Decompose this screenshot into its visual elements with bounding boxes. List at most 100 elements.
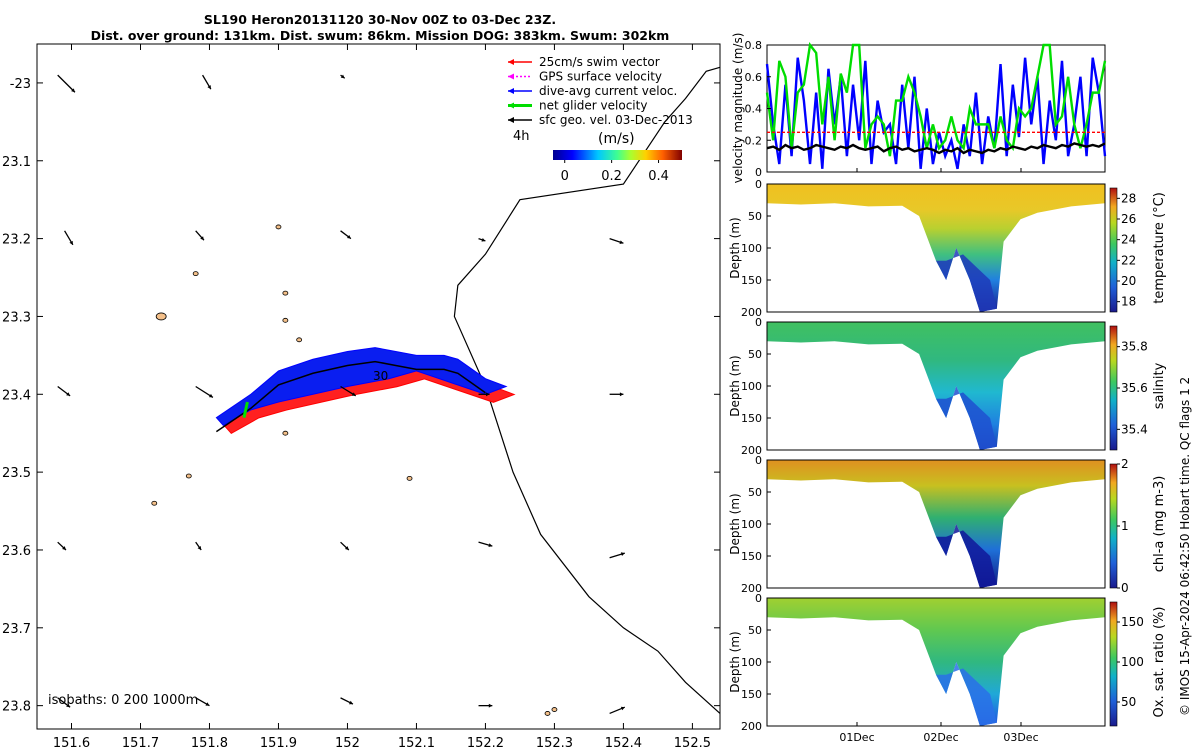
colorbar-title: (m/s) <box>598 131 635 147</box>
reef-outline <box>296 337 303 343</box>
velocity-arrowhead <box>620 552 625 556</box>
colorbar-tick-label: 0.2 <box>601 169 622 184</box>
legend-arrowhead <box>508 102 514 109</box>
section-panel: 0 50 100 150 200 Depth (m) 35.8 35.6 35.4 salinit… <box>728 316 1167 457</box>
section-colorbar <box>1109 187 1118 313</box>
velocity-arrowhead <box>69 240 73 245</box>
map-xtick-label: 152.2 <box>467 736 504 750</box>
isobath-1000m-line <box>453 66 721 714</box>
figure-title-line-2: Dist. over ground: 131km. Dist. swum: 86… <box>90 28 670 43</box>
colorbar-tick-label: 0 <box>561 169 569 184</box>
legend-arrowhead <box>508 59 514 65</box>
section-ytick-label: 200 <box>741 444 762 457</box>
section-colorbar-tick-label: 35.4 <box>1121 422 1148 436</box>
reef-outline <box>406 475 413 481</box>
legend-entry: dive-avg current veloc. <box>539 84 677 98</box>
reef-outline <box>551 707 558 712</box>
section-deep-dive <box>936 386 997 450</box>
reef-outline <box>544 711 551 716</box>
section-deep-dive <box>936 662 997 726</box>
section-xtick-label: 02Dec <box>923 731 958 744</box>
legend-arrowhead <box>508 88 514 94</box>
section-colorbar-tick-label: 28 <box>1121 191 1136 205</box>
scale-label: 4h <box>513 129 530 144</box>
section-ytick-label: 150 <box>741 550 762 563</box>
velocity-arrowhead <box>488 543 493 547</box>
velocity-arrowhead <box>208 393 213 398</box>
section-ylabel: Depth (m) <box>728 493 742 554</box>
reef-outline <box>185 473 192 479</box>
section-ytick-label: 200 <box>741 720 762 733</box>
velocity-series-line <box>765 42 1107 157</box>
section-colorbar <box>1109 463 1118 589</box>
section-ytick-label: 0 <box>755 316 762 329</box>
reef-outline <box>155 312 167 321</box>
velocity-arrowhead <box>486 392 490 397</box>
isobaths-label: isobaths: 0 200 1000m <box>48 693 198 708</box>
section-ylabel: Depth (m) <box>728 217 742 278</box>
section-panel: 0 50 100 150 200 Depth (m) 2 1 0 chl-a (mg m-3) <box>728 454 1167 595</box>
section-colorbar-tick-label: 24 <box>1121 233 1136 247</box>
section-ytick-label: 50 <box>748 348 762 361</box>
map-ytick-label: 23.3 <box>2 310 31 325</box>
section-colorbar-label: Ox. sat. ratio (%) <box>1152 607 1167 718</box>
legend-arrowhead <box>508 117 514 123</box>
section-colorbar-tick-label: 0 <box>1121 581 1129 595</box>
section-colorbar-label: chl-a (mg m-3) <box>1152 476 1167 573</box>
map-xtick-label: 152 <box>335 736 360 750</box>
velocity-ytick-label: 0 <box>755 166 762 179</box>
section-ytick-label: 200 <box>741 306 762 319</box>
reef-outline <box>275 224 282 230</box>
section-colorbar-tick-label: 22 <box>1121 253 1136 267</box>
section-ylabel: Depth (m) <box>728 631 742 692</box>
legend-entry: net glider velocity <box>539 99 647 113</box>
velocity-series-line <box>765 57 1107 170</box>
legend-arrowhead <box>508 73 514 80</box>
track-number-label: 30 <box>373 369 388 383</box>
section-colorbar-tick-label: 26 <box>1121 212 1136 226</box>
colorbar-tick-label: 0.4 <box>648 169 669 184</box>
section-colorbar <box>1109 601 1118 727</box>
section-ytick-label: 100 <box>741 242 762 255</box>
map-ytick-label: -23 <box>10 77 31 92</box>
section-colorbar <box>1109 325 1118 451</box>
map-panel: 151.6 151.7 151.8 151.9 152 152.1 152.2 152.3 15… <box>2 43 721 750</box>
velocity-ylabel: velocity magnitude (m/s) <box>731 33 745 184</box>
velocity-arrowhead <box>620 706 625 711</box>
section-colorbar-tick-label: 1 <box>1121 519 1129 533</box>
reef-outline <box>192 271 199 277</box>
section-ytick-label: 50 <box>748 486 762 499</box>
velocity-arrowhead <box>346 234 351 239</box>
section-ytick-label: 150 <box>741 274 762 287</box>
velocity-arrowhead <box>619 240 624 244</box>
velocity-ytick-label: 0.2 <box>745 134 763 147</box>
section-ytick-label: 150 <box>741 412 762 425</box>
section-colorbar-label: temperature (°C) <box>1152 192 1167 304</box>
section-ytick-label: 0 <box>755 592 762 605</box>
velocity-arrowhead <box>200 236 204 241</box>
velocity-arrowhead <box>344 546 349 550</box>
section-colorbar-tick-label: 2 <box>1121 457 1129 471</box>
section-colorbar-tick-label: 100 <box>1121 655 1144 669</box>
section-ytick-label: 100 <box>741 518 762 531</box>
section-colorbar-tick-label: 18 <box>1121 295 1136 309</box>
velocity-arrowhead <box>481 237 486 242</box>
map-ytick-label: 23.4 <box>2 388 31 403</box>
section-ytick-label: 200 <box>741 582 762 595</box>
map-xtick-label: 151.9 <box>260 736 297 750</box>
section-ytick-label: 150 <box>741 688 762 701</box>
velocity-ytick-label: 0.4 <box>745 103 763 116</box>
map-xtick-label: 151.8 <box>191 736 228 750</box>
current-velocity-patch <box>215 347 508 427</box>
velocity-arrowhead <box>71 88 75 93</box>
section-data-field <box>767 460 1105 588</box>
velocity-arrowhead <box>340 74 345 79</box>
net-glider-velocity-mark <box>242 401 249 418</box>
section-panel: 0 50 100 150 200 Depth (m) 28 26 24 22 20 18 tempera… <box>728 178 1167 319</box>
section-data-field <box>767 598 1105 726</box>
figure-title-line-1: SL190 Heron20131120 30-Nov 00Z to 03-Dec… <box>203 12 557 27</box>
map-ytick-label: 23.2 <box>2 233 31 248</box>
velocity-arrowhead <box>66 392 71 396</box>
